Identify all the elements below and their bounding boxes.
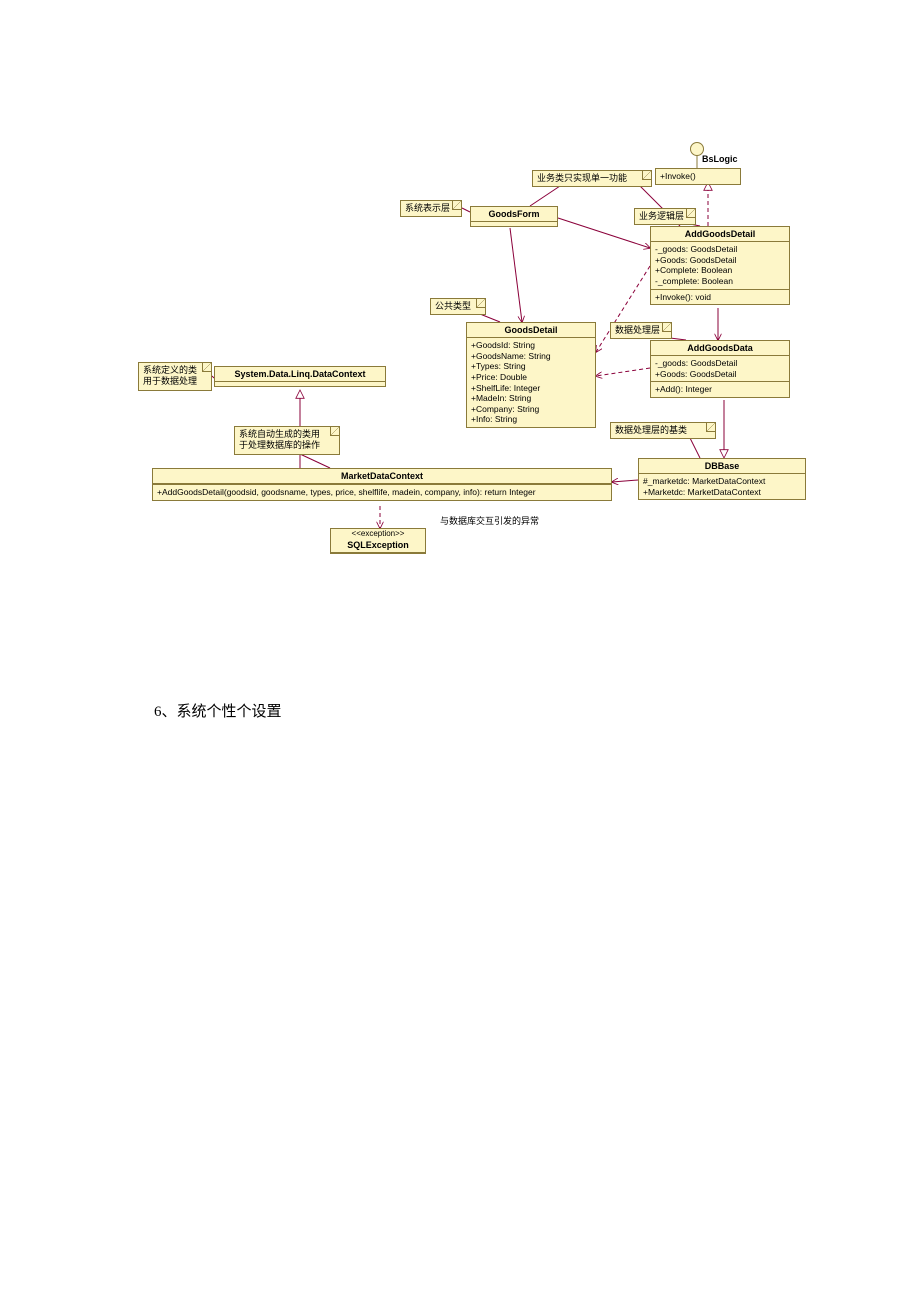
class-ops: +Add(): Integer — [651, 381, 789, 397]
class-name: SQLException — [331, 538, 425, 553]
interface-bslogic-label: BsLogic — [702, 154, 738, 164]
caption-db-exception: 与数据库交互引发的异常 — [440, 514, 539, 527]
class-name: DBBase — [639, 459, 805, 474]
class-goodsform: GoodsForm — [470, 206, 558, 227]
uml-class-diagram: BsLogic +Invoke() GoodsForm AddGoodsDeta… — [130, 130, 810, 560]
edge-goodsform_to_gd — [510, 228, 522, 322]
section-heading: 6、系统个性个设置 — [154, 700, 282, 721]
class-goodsdetail: GoodsDetail +GoodsId: String+GoodsName: … — [466, 322, 596, 428]
class-sqlexception: <<exception>> SQLException — [330, 528, 426, 554]
edge-db_to_mdc — [612, 480, 638, 482]
class-addgoodsdata: AddGoodsData -_goods: GoodsDetail+Goods:… — [650, 340, 790, 398]
edge-agd_dep_gd — [596, 368, 650, 376]
note-line: 系统定义的类 — [143, 365, 207, 376]
note-line: 用于数据处理 — [143, 376, 207, 387]
class-attrs: -_goods: GoodsDetail+Goods: GoodsDetail+… — [651, 242, 789, 289]
class-name: System.Data.Linq.DataContext — [215, 367, 385, 382]
class-name: GoodsDetail — [467, 323, 595, 338]
edge-n_pres_goodsform — [462, 208, 470, 212]
edge-n_single_goodsform — [530, 186, 560, 206]
class-addgoodsdetail: AddGoodsDetail -_goods: GoodsDetail+Good… — [650, 226, 790, 305]
note-line: 于处理数据库的操作 — [239, 440, 335, 451]
interface-bslogic-ops: +Invoke() — [655, 168, 741, 185]
class-attrs: -_goods: GoodsDetail+Goods: GoodsDetail — [651, 356, 789, 381]
class-marketdatacontext: MarketDataContext +AddGoodsDetail(goodsi… — [152, 468, 612, 501]
class-stereotype: <<exception>> — [331, 529, 425, 538]
class-name: MarketDataContext — [153, 469, 611, 484]
class-name: GoodsForm — [471, 207, 557, 222]
class-name: AddGoodsData — [651, 341, 789, 356]
edge-n_autogen_mdc — [300, 454, 330, 468]
class-name: AddGoodsDetail — [651, 227, 789, 242]
interface-op: +Invoke() — [656, 169, 740, 184]
note-business-logic-layer: 业务逻辑层 — [634, 208, 696, 225]
class-attrs: +GoodsId: String+GoodsName: String+Types… — [467, 338, 595, 427]
note-autogenerated-class: 系统自动生成的类用 于处理数据库的操作 — [234, 426, 340, 455]
class-attrs: #_marketdc: MarketDataContext+Marketdc: … — [639, 474, 805, 499]
note-data-layer-base: 数据处理层的基类 — [610, 422, 716, 439]
class-ops: +AddGoodsDetail(goodsid, goodsname, type… — [153, 484, 611, 500]
note-line: 系统自动生成的类用 — [239, 429, 335, 440]
note-presentation-layer: 系统表示层 — [400, 200, 462, 217]
class-dbbase: DBBase #_marketdc: MarketDataContext+Mar… — [638, 458, 806, 500]
note-system-defined-class: 系统定义的类 用于数据处理 — [138, 362, 212, 391]
note-single-responsibility: 业务类只实现单一功能 — [532, 170, 652, 187]
note-public-type: 公共类型 — [430, 298, 486, 315]
edge-n_base_db — [690, 438, 700, 458]
class-system-data-linq-datacontext: System.Data.Linq.DataContext — [214, 366, 386, 387]
note-data-layer: 数据处理层 — [610, 322, 672, 339]
class-ops: +Invoke(): void — [651, 289, 789, 305]
